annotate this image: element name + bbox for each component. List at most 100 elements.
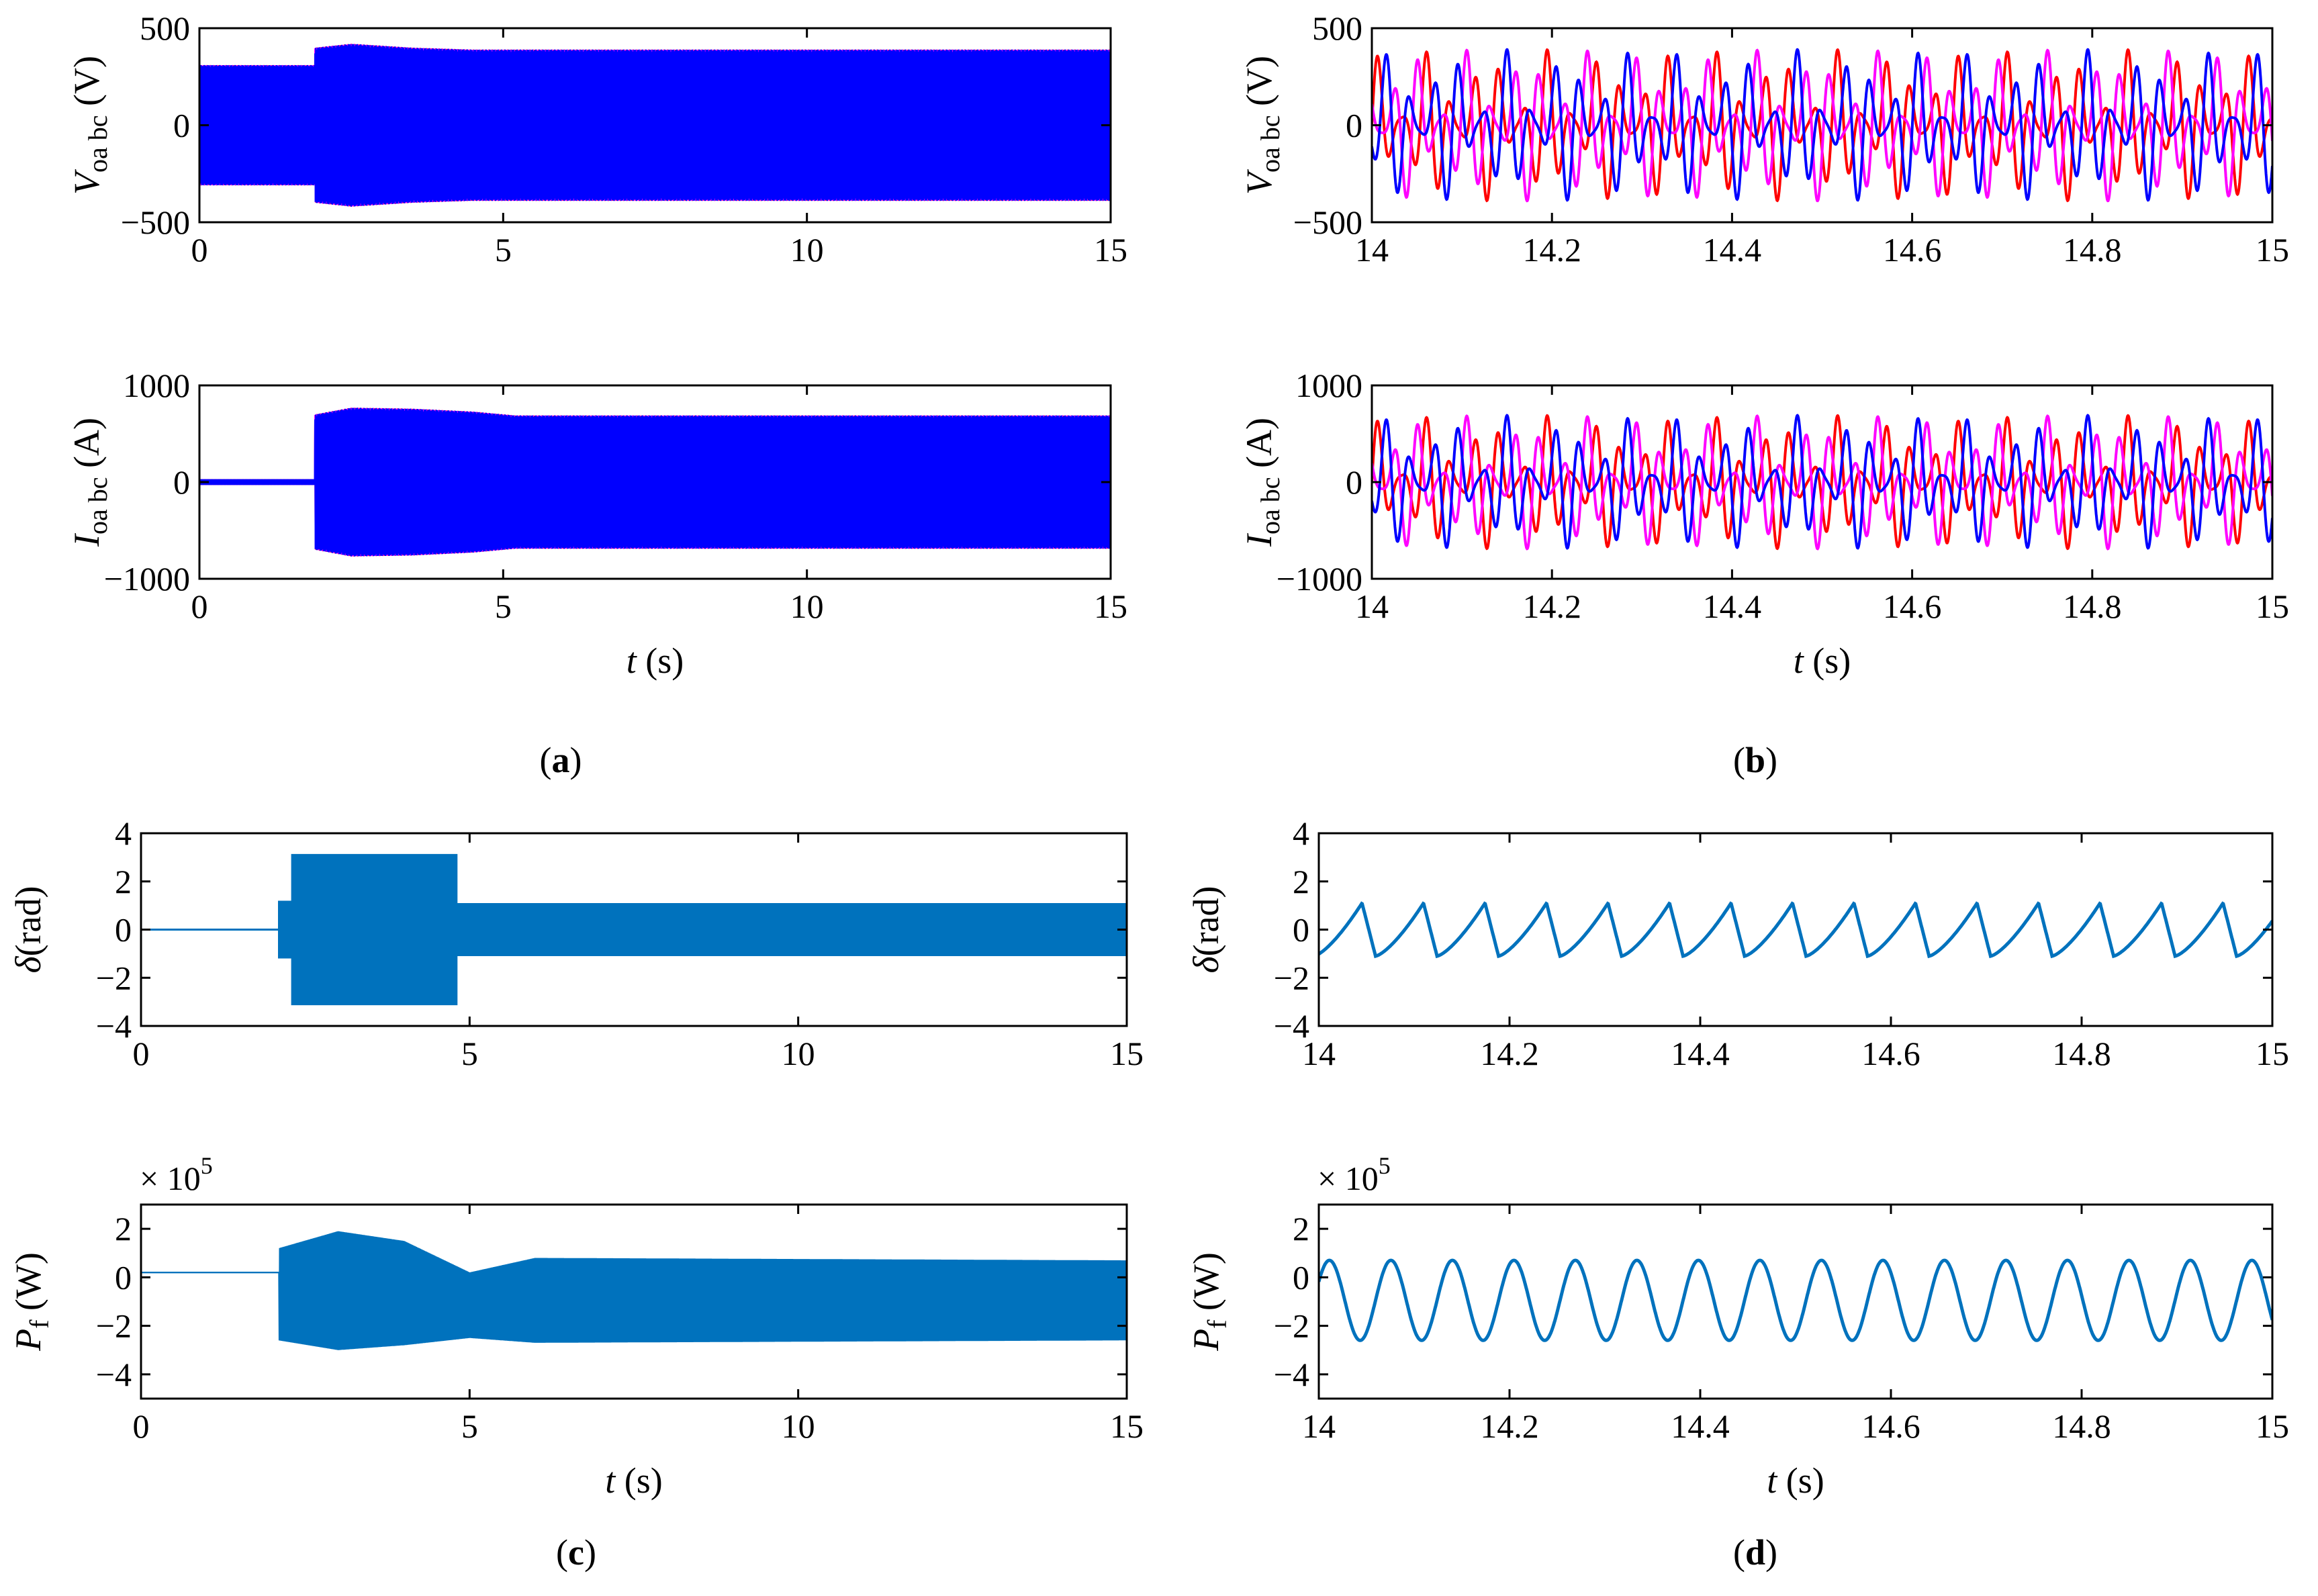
y-tick-label: −4 [1274, 1356, 1309, 1393]
series-line [1319, 901, 2272, 959]
axis-multiplier: × 105 [1317, 1152, 1391, 1197]
x-tick-label: 5 [461, 1035, 478, 1072]
y-axis-label: Ioa bc (A) [66, 418, 113, 547]
y-tick-label: −4 [1274, 1007, 1309, 1045]
x-axis-label: t (s) [1767, 1460, 1824, 1501]
x-tick-label: 14.6 [1861, 1035, 1920, 1072]
x-tick-label: 10 [790, 588, 824, 625]
y-axis-label: Voa bc (V) [66, 56, 113, 195]
series-line [1372, 414, 2272, 550]
y-tick-label: 2 [115, 1210, 132, 1248]
x-tick-label: 14.8 [2052, 1035, 2111, 1072]
y-tick-label: −4 [96, 1356, 132, 1393]
y-axis-label: Voa bc (V) [1239, 56, 1285, 195]
series-line [1372, 48, 2272, 203]
y-axis-label: Ioa bc (A) [1239, 418, 1285, 547]
chart-d-6: 14 14.2 14.4 14.6 14.8 15 4 2 0 −2 −4 δ(rad) [1186, 814, 2289, 1072]
axes-box [1317, 1203, 2274, 1400]
y-axis-label: Pf (W) [8, 1252, 54, 1352]
y-tick-label: 0 [1346, 107, 1362, 144]
chart-d-7: 14 14.2 14.4 14.6 14.8 15 2 0 −2 −4 Pf (W) × 105 t (… [1186, 1152, 2289, 1501]
x-tick-label: 0 [133, 1035, 150, 1072]
series-line [199, 44, 1111, 207]
x-tick-label: 0 [191, 231, 208, 269]
plot-area [141, 1231, 1127, 1350]
x-tick-label: 14 [1355, 231, 1389, 269]
axes-box [1317, 832, 2274, 1027]
plot-area [199, 408, 1111, 557]
y-axis-label: δ(rad) [8, 886, 48, 973]
x-tick-label: 0 [191, 588, 208, 625]
series-line [141, 1231, 1127, 1350]
x-tick-label: 14.8 [2063, 588, 2122, 625]
x-tick-label: 15 [1094, 588, 1127, 625]
x-tick-label: 14 [1302, 1407, 1336, 1445]
x-tick-label: 14.2 [1480, 1035, 1539, 1072]
x-tick-label: 5 [495, 231, 512, 269]
y-tick-label: −4 [96, 1007, 132, 1045]
y-tick-label: −500 [121, 203, 190, 241]
panel-label-d: (d) [1733, 1532, 1777, 1572]
y-tick-label: 2 [1293, 863, 1309, 900]
y-tick-label: −1000 [104, 560, 190, 598]
plot-area [141, 853, 1127, 1006]
x-axis-label: t (s) [605, 1460, 663, 1501]
series-line [1372, 48, 2272, 202]
series-line [1319, 1258, 2272, 1342]
y-tick-label: −1000 [1277, 560, 1362, 598]
y-tick-label: 500 [140, 9, 190, 47]
y-tick-label: 0 [173, 463, 190, 501]
x-tick-label: 14.4 [1703, 588, 1762, 625]
panel-label-a: (a) [540, 740, 582, 780]
y-tick-label: 4 [115, 814, 132, 852]
y-tick-label: 500 [1312, 9, 1362, 47]
y-tick-label: −500 [1293, 203, 1362, 241]
x-tick-label: 14.6 [1883, 588, 1942, 625]
y-tick-label: 0 [1293, 1258, 1309, 1296]
x-axis-label: t (s) [1794, 641, 1851, 681]
y-tick-label: 0 [1346, 463, 1362, 501]
x-tick-label: 5 [461, 1407, 478, 1445]
plot-area [1319, 1258, 2272, 1342]
x-tick-label: 14.4 [1703, 231, 1762, 269]
x-tick-label: 14.8 [2063, 231, 2122, 269]
x-tick-label: 15 [1094, 231, 1127, 269]
x-tick-label: 14.6 [1883, 231, 1942, 269]
y-axis-label: Pf (W) [1186, 1252, 1232, 1352]
x-tick-label: 10 [790, 231, 824, 269]
y-tick-label: −2 [1274, 959, 1309, 996]
x-tick-label: 14 [1302, 1035, 1336, 1072]
x-tick-label: 15 [2256, 231, 2289, 269]
y-tick-label: 1000 [123, 367, 190, 404]
x-tick-label: 15 [1110, 1035, 1144, 1072]
chart-c-4: 0 5 10 15 4 2 0 −2 −4 δ(rad) [8, 814, 1144, 1072]
x-tick-label: 0 [133, 1407, 150, 1445]
y-tick-label: 0 [1293, 911, 1309, 949]
plot-area [1319, 901, 2272, 959]
y-tick-label: 2 [1293, 1210, 1309, 1248]
x-tick-label: 15 [2256, 1407, 2289, 1445]
x-tick-label: 14.6 [1861, 1407, 1920, 1445]
panel-label-c: (c) [556, 1532, 596, 1572]
x-tick-label: 14.2 [1522, 231, 1581, 269]
plot-area [1372, 48, 2272, 203]
x-tick-label: 5 [495, 588, 512, 625]
x-tick-label: 14.8 [2052, 1407, 2111, 1445]
panel-label-b: (b) [1733, 740, 1777, 780]
y-tick-label: 2 [115, 863, 132, 900]
x-tick-label: 15 [1110, 1407, 1144, 1445]
x-tick-label: 14.4 [1671, 1407, 1730, 1445]
series-line [1372, 414, 2272, 551]
y-tick-label: 4 [1293, 814, 1309, 852]
y-tick-label: 0 [115, 911, 132, 949]
axes-box [140, 1203, 1128, 1400]
x-tick-label: 14.2 [1522, 588, 1581, 625]
x-tick-label: 14 [1355, 588, 1389, 625]
y-tick-label: −2 [1274, 1307, 1309, 1345]
x-tick-label: 10 [782, 1035, 815, 1072]
y-tick-label: −2 [96, 959, 132, 996]
